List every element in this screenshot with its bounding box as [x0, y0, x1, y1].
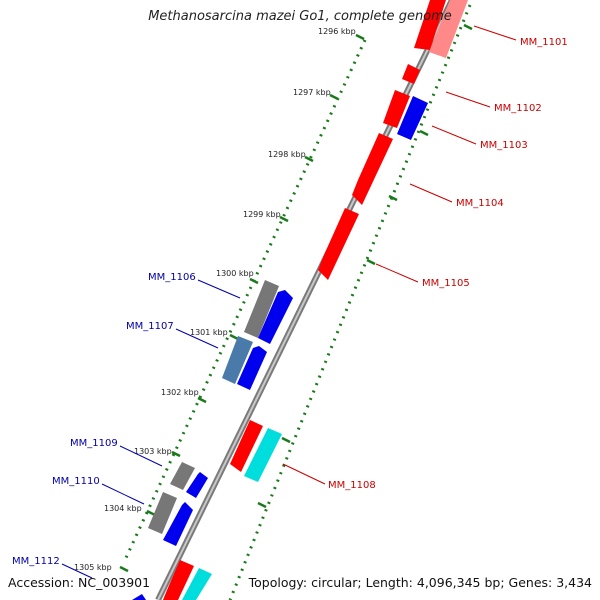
gene-label-mm1102[interactable]: MM_1102 [494, 103, 542, 114]
leader-line [409, 183, 453, 203]
tick-mark [119, 565, 129, 573]
gene-small[interactable] [402, 64, 420, 84]
gene-label-mm1107[interactable]: MM_1107 [126, 321, 174, 332]
leader-line [197, 279, 241, 299]
tick-mark [329, 93, 339, 101]
gene-mm1110-b[interactable] [163, 502, 193, 546]
tick-mark [279, 215, 289, 223]
tick-mark [146, 509, 156, 517]
gene-label-mm1106[interactable]: MM_1106 [148, 272, 196, 283]
gene-mm1108-b[interactable] [244, 428, 282, 482]
tick-mark [229, 333, 239, 341]
leader-line [375, 263, 419, 283]
leader-line [101, 483, 145, 505]
leader-line [175, 328, 219, 349]
gene-bottom-cyan[interactable] [182, 568, 212, 600]
gene-mm1109[interactable] [170, 462, 195, 490]
tick-mark [257, 501, 267, 509]
gene-mm1107-b[interactable] [237, 346, 267, 390]
tick-mark [281, 436, 291, 444]
gene-label-mm1110[interactable]: MM_1110 [52, 476, 100, 487]
leader-line [431, 125, 477, 145]
gene-mm1110[interactable] [148, 492, 177, 534]
leader-line [473, 25, 517, 41]
tick-mark [355, 33, 365, 41]
tick-label: 1304 kbp [104, 504, 142, 513]
leader-line [61, 563, 93, 579]
map-title: Methanosarcina mazei Go1, complete genom… [148, 9, 452, 24]
tick-label: 1300 kbp [216, 269, 254, 278]
gene-label-mm1109[interactable]: MM_1109 [70, 438, 118, 449]
tick-mark [249, 277, 259, 285]
tick-mark [304, 155, 314, 163]
gene-label-mm1112[interactable]: MM_1112 [12, 556, 60, 567]
tick-label: 1298 kbp [268, 150, 306, 159]
gene-mm1106[interactable] [244, 280, 279, 338]
tick-mark [388, 194, 398, 202]
tick-label: 1299 kbp [243, 210, 281, 219]
leader-line [282, 463, 326, 485]
gene-label-mm1104[interactable]: MM_1104 [456, 198, 504, 209]
gene-mm1106-b[interactable] [258, 290, 293, 344]
tick-mark [419, 129, 429, 137]
tick-mark [366, 258, 376, 266]
accession-text: Accession: NC_003901 [8, 575, 151, 590]
gene-label-mm1103[interactable]: MM_1103 [480, 140, 528, 151]
gene-mm1102[interactable] [383, 90, 410, 128]
gene-mm1103[interactable] [397, 96, 428, 140]
tick-label: 1303 kbp [134, 447, 172, 456]
gene-bottom-red[interactable] [163, 560, 194, 600]
tick-label: 1297 kbp [293, 88, 331, 97]
tick-mark [171, 450, 181, 458]
gene-mm1105[interactable] [318, 208, 359, 280]
tick-label: 1296 kbp [318, 27, 356, 36]
gene-label-mm1101[interactable]: MM_1101 [520, 37, 568, 48]
gene-bottom-blue[interactable] [132, 594, 146, 600]
gene-mm1108[interactable] [230, 420, 263, 472]
label-leaders [61, 25, 517, 579]
tick-marks [119, 23, 473, 573]
gene-label-mm1105[interactable]: MM_1105 [422, 278, 470, 289]
tick-mark [197, 396, 207, 404]
leader-line [445, 91, 491, 108]
leader-line [119, 445, 163, 467]
tick-mark [463, 23, 473, 31]
gene-mm1107[interactable] [222, 336, 253, 384]
genome-backbone-highlight [157, 0, 453, 600]
gene-mm1109-b[interactable] [186, 472, 208, 498]
tick-label: 1302 kbp [161, 388, 199, 397]
tick-label: 1301 kbp [190, 328, 228, 337]
tick-label: 1305 kbp [74, 563, 112, 572]
genome-summary-text: Topology: circular; Length: 4,096,345 bp… [248, 575, 592, 590]
gene-features [132, 0, 468, 600]
gene-mm1101-b[interactable] [429, 0, 468, 58]
gene-label-mm1108[interactable]: MM_1108 [328, 480, 376, 491]
gene-mm1104[interactable] [352, 133, 393, 205]
gene-mm1101[interactable] [414, 0, 446, 50]
